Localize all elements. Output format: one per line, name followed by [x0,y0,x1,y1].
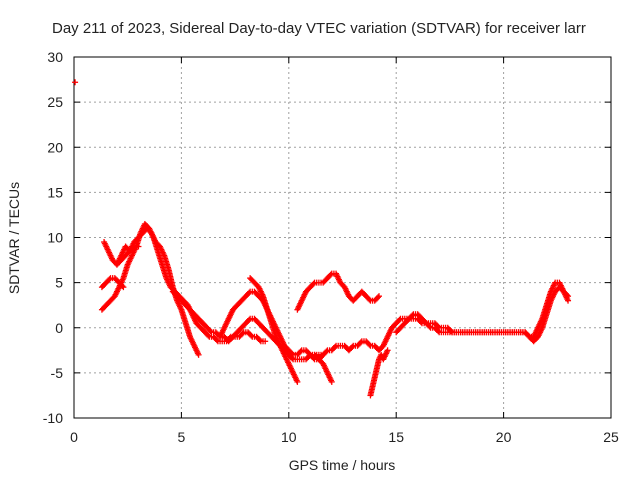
data-point [435,328,442,335]
y-tick-label: 0 [55,320,63,336]
data-point [213,337,220,344]
data-point [72,79,79,86]
data-point [195,351,202,358]
data-point [297,348,304,355]
x-tick-label: 10 [281,429,297,445]
x-tick-label: 25 [603,429,619,445]
data-point [119,283,126,290]
data-point [106,276,113,283]
data-point [349,343,356,350]
y-tick-label: 15 [47,184,63,200]
data-point [310,280,317,287]
x-tick-label: 0 [70,429,78,445]
data-point [294,378,301,385]
data-point [376,293,383,300]
data-point [239,330,246,337]
data-point [248,332,255,339]
data-point [396,316,403,323]
data-point [565,293,572,300]
data-point [246,316,253,323]
y-tick-label: 20 [47,139,63,155]
axis-ticks: 0 5 10 15 20 25 -10 -5 0 5 10 15 20 25 30 [43,49,619,445]
data-points [72,79,572,399]
y-tick-label: 30 [47,49,63,65]
data-point [331,343,338,350]
data-point [357,339,364,346]
data-point [130,244,137,251]
data-point [426,323,433,330]
y-axis-label: SDTVAR / TECUs [6,182,22,294]
chart-title: Day 211 of 2023, Sidereal Day-to-day VTE… [52,20,586,37]
data-point [327,271,334,278]
y-tick-label: 10 [47,230,63,246]
x-tick-label: 5 [178,429,186,445]
y-tick-label: 5 [55,275,63,291]
data-point [323,348,330,355]
data-point [262,338,269,345]
data-point [310,355,317,362]
data-point [256,337,263,344]
y-tick-label: -5 [51,365,64,381]
data-point [246,289,253,296]
data-point [384,347,391,354]
x-tick-label: 20 [496,429,512,445]
data-point [405,316,412,323]
y-tick-label: -10 [43,410,63,426]
data-point [205,332,212,339]
data-point [207,328,214,335]
data-point [328,378,335,385]
data-point [289,350,296,357]
data-point [374,294,381,301]
data-point [366,341,373,348]
x-tick-label: 15 [388,429,404,445]
y-tick-label: 25 [47,94,63,110]
data-point [417,319,424,326]
data-point [563,292,570,299]
data-point [447,328,454,335]
data-point [135,243,142,250]
data-point [120,284,127,291]
x-axis-label: GPS time / hours [289,457,396,473]
data-point [366,296,373,303]
data-point [409,312,416,319]
